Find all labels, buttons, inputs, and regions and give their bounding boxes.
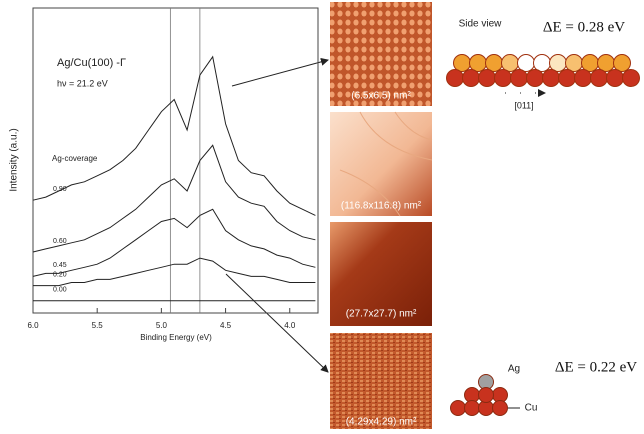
arrow <box>226 274 328 372</box>
spectrum <box>33 209 315 276</box>
x-tick-label: 5.0 <box>156 321 168 330</box>
legend-title: Ag-coverage <box>52 154 98 163</box>
atom <box>527 70 544 87</box>
x-tick-label: 6.0 <box>27 321 39 330</box>
atom <box>607 70 624 87</box>
direction-label: [011] <box>514 100 533 110</box>
atom <box>493 401 508 416</box>
series-label: 0.20 <box>53 271 67 278</box>
atom <box>559 70 576 87</box>
x-tick-label: 5.5 <box>92 321 104 330</box>
chart-title: Ag/Cu(100) -Γ <box>57 57 126 69</box>
atom <box>465 401 480 416</box>
atom-model <box>451 375 508 416</box>
side-view-label: Side view <box>459 19 503 30</box>
atom <box>591 70 608 87</box>
series-label: 0.90 <box>53 186 67 193</box>
adatom-label: Ag <box>508 364 520 375</box>
atom <box>486 55 503 72</box>
series-label: 0.00 <box>53 287 67 294</box>
chart-subtitle: hν = 21.2 eV <box>57 78 108 88</box>
atom <box>479 388 494 403</box>
atom <box>566 55 583 72</box>
atom-model <box>447 55 640 87</box>
atom <box>511 70 528 87</box>
atom <box>495 70 512 87</box>
atom <box>451 401 466 416</box>
atom <box>463 70 480 87</box>
series-label: 0.45 <box>53 262 67 269</box>
substrate-label: Cu <box>525 403 538 414</box>
image-label: (6.5x6.5) nm² <box>351 91 411 102</box>
atom <box>623 70 640 87</box>
figure: (6.5x6.5) nm² (116.8x116.8) nm² (27.7x27… <box>0 0 644 429</box>
atom <box>550 55 567 72</box>
atom <box>454 55 471 72</box>
image-label: (4.29x4.29) nm² <box>346 417 417 428</box>
atom <box>543 70 560 87</box>
x-axis-label: Binding Energy (eV) <box>140 333 212 342</box>
energy-label: ΔE = 0.22 eV <box>555 359 637 375</box>
atom <box>534 55 551 72</box>
energy-label: ΔE = 0.28 eV <box>543 19 625 35</box>
arrow <box>232 60 328 86</box>
image-label: (116.8x116.8) nm² <box>341 201 422 212</box>
y-axis-label: Intensity (a.u.) <box>9 128 20 191</box>
x-tick-label: 4.0 <box>284 321 296 330</box>
atom <box>518 55 535 72</box>
x-tick-label: 4.5 <box>220 321 232 330</box>
atom <box>470 55 487 72</box>
atom <box>447 70 464 87</box>
image-label: (27.7x27.7) nm² <box>346 309 417 320</box>
atom <box>614 55 631 72</box>
spectrum <box>33 258 315 286</box>
atom <box>479 70 496 87</box>
atom <box>598 55 615 72</box>
atom <box>575 70 592 87</box>
atom <box>582 55 599 72</box>
stm-image <box>330 333 432 429</box>
atom <box>502 55 519 72</box>
series-label: 0.60 <box>53 238 67 245</box>
